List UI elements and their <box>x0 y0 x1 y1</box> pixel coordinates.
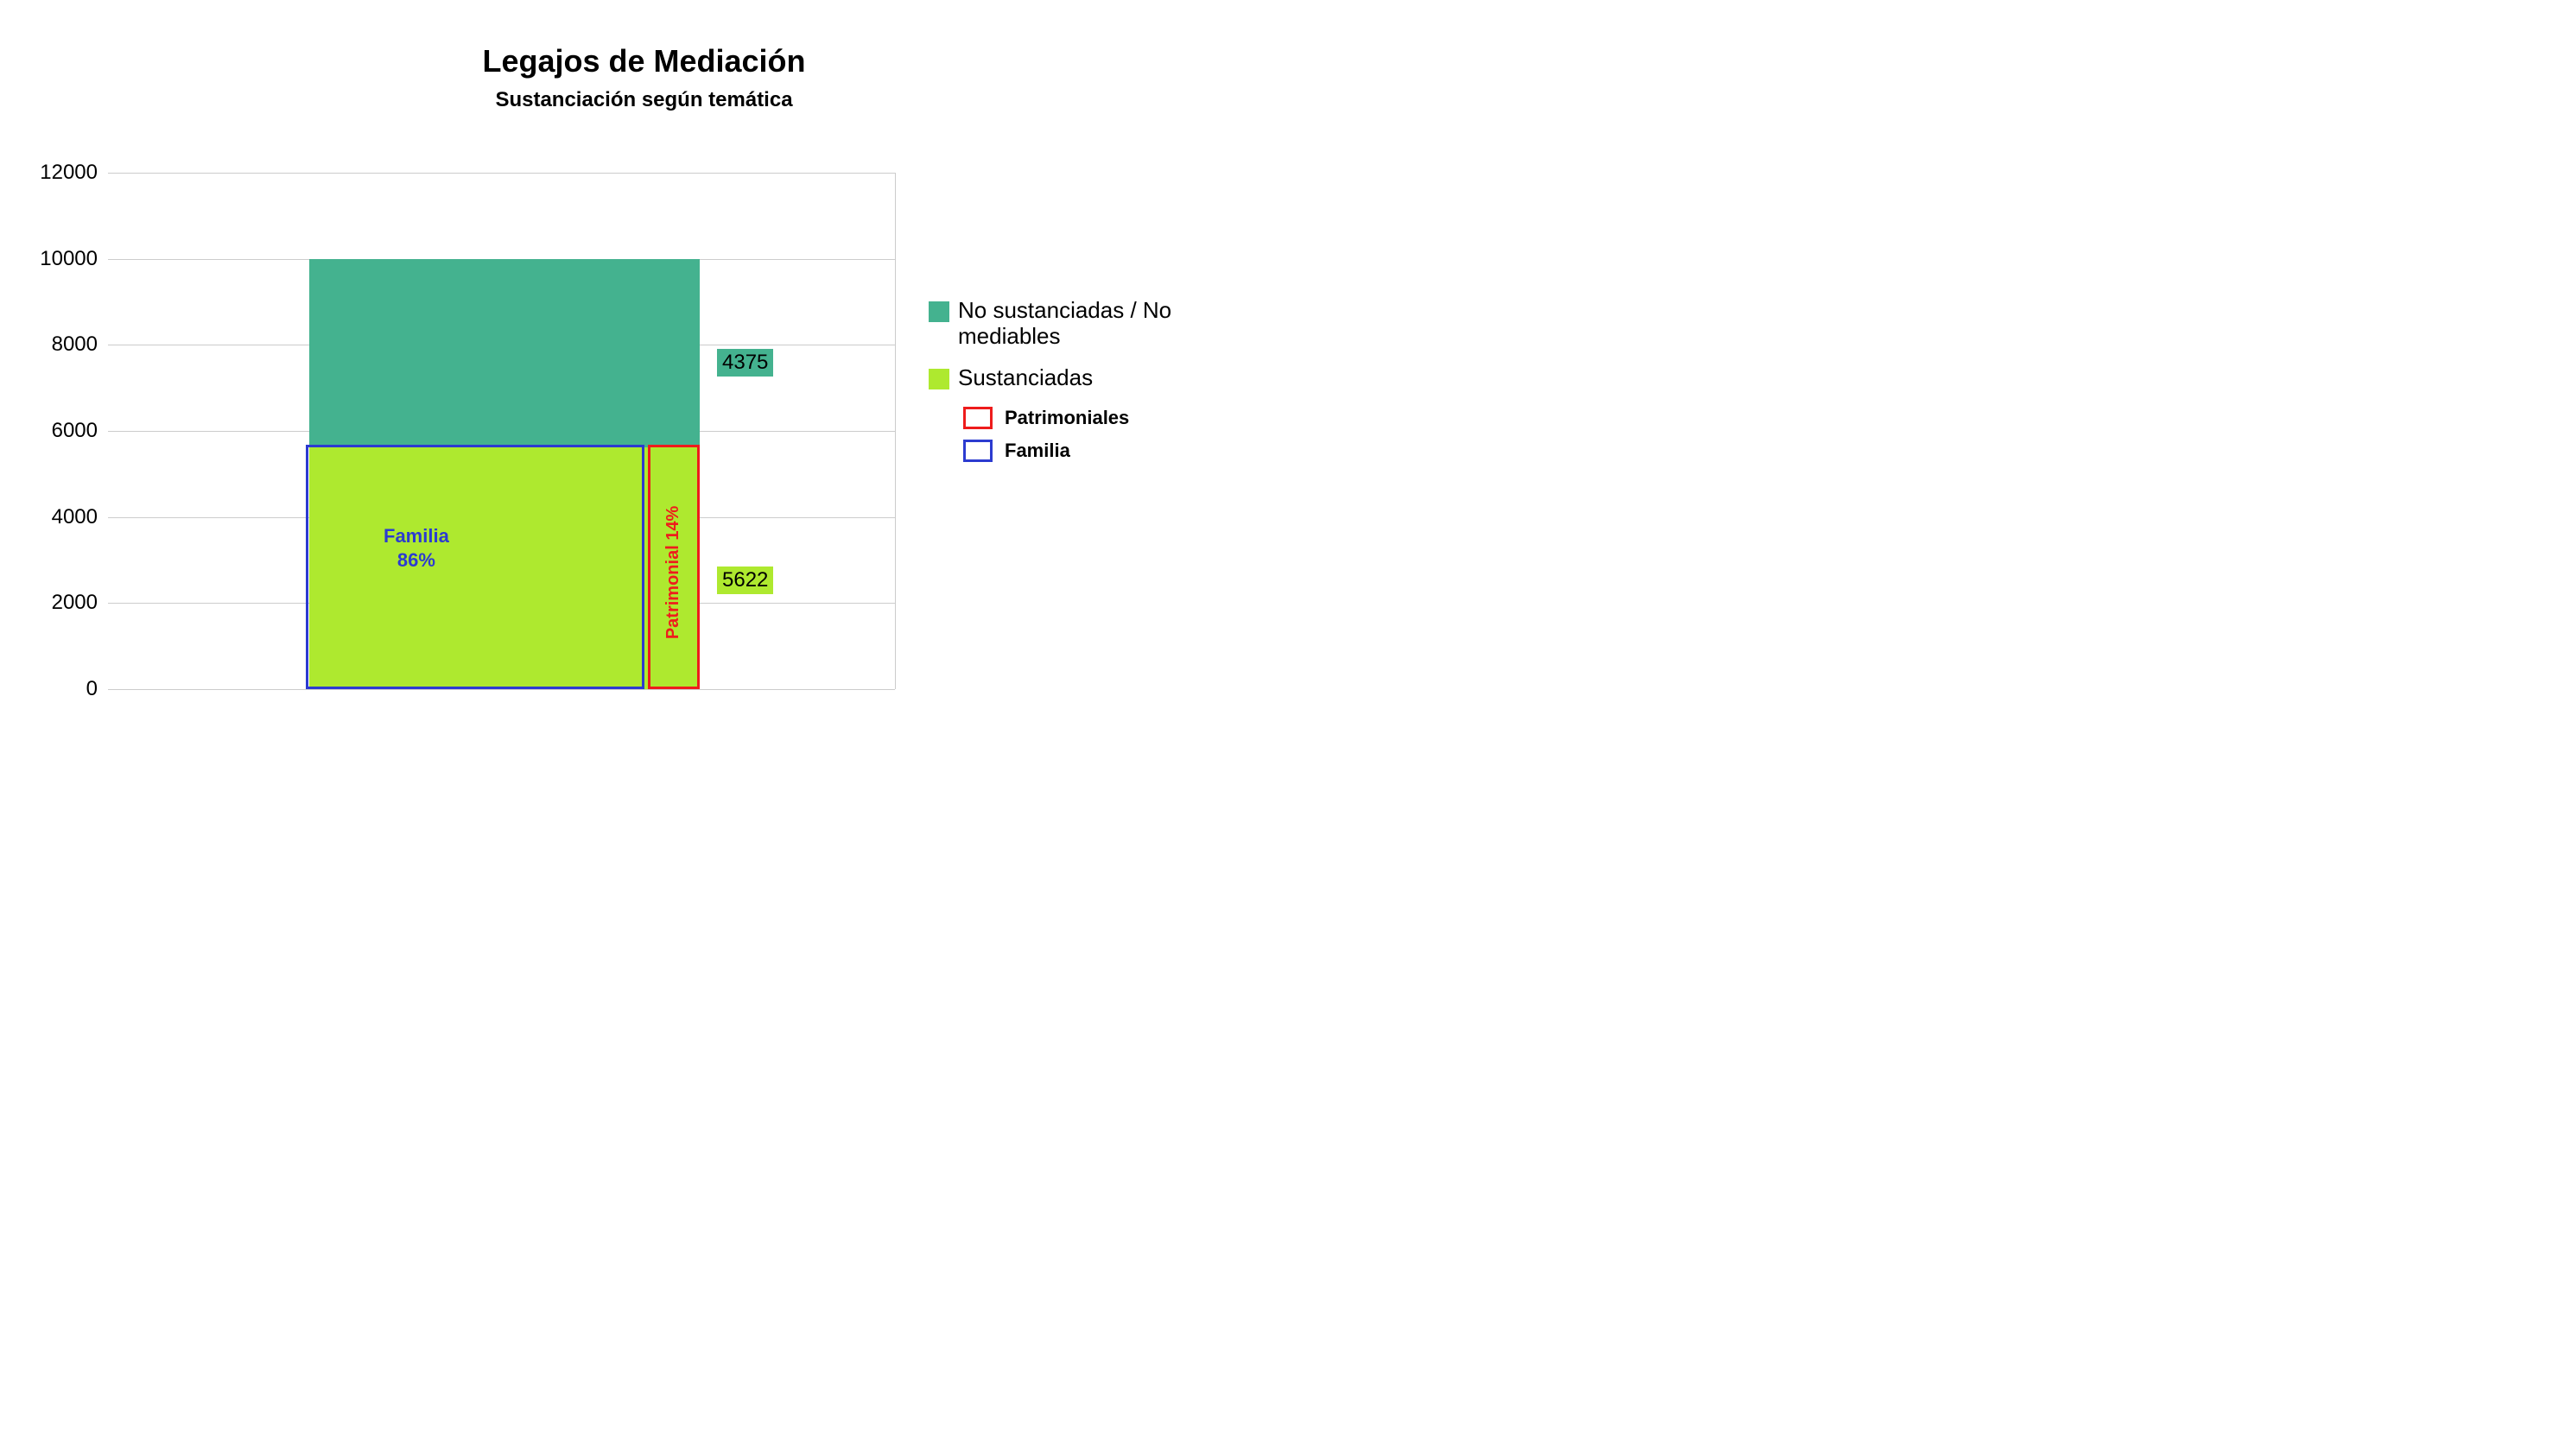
chart-title: Legajos de Mediación <box>0 43 1288 79</box>
legend: No sustanciadas / No mediables Sustanciad… <box>929 298 1200 472</box>
gridline <box>108 173 895 174</box>
legend-sub-swatch <box>963 440 993 462</box>
overlay-familia-label: Familia86% <box>384 524 449 572</box>
chart-subtitle: Sustanciación según temática <box>0 88 1288 112</box>
chart-container: Legajos de Mediación Sustanciación según… <box>0 0 1288 728</box>
ytick-label: 10000 <box>40 247 98 271</box>
ytick-label: 4000 <box>52 505 98 529</box>
legend-swatch <box>929 369 949 389</box>
legend-label: No sustanciadas / No mediables <box>958 298 1200 350</box>
legend-sub-swatch <box>963 407 993 429</box>
legend-swatch <box>929 301 949 322</box>
legend-label: Sustanciadas <box>958 365 1093 391</box>
legend-item: Sustanciadas <box>929 365 1200 391</box>
ytick-label: 8000 <box>52 332 98 357</box>
overlay-familia <box>306 445 644 689</box>
legend-item: No sustanciadas / No mediables <box>929 298 1200 350</box>
overlay-familia-line1: Familia <box>384 525 449 547</box>
legend-sub-item: Familia <box>963 440 1200 462</box>
bar-segment-no-sustanciadas <box>309 259 700 447</box>
plot-area: 020004000600080001000012000Familia86%Pat… <box>108 173 896 689</box>
ytick-label: 6000 <box>52 419 98 443</box>
overlay-familia-line2: 86% <box>397 549 435 571</box>
value-badge-sustanciadas: 5622 <box>717 567 773 594</box>
legend-sub-label: Familia <box>1005 440 1070 462</box>
value-badge-no-sustanciadas: 4375 <box>717 349 773 377</box>
gridline <box>108 689 895 690</box>
legend-sub-item: Patrimoniales <box>963 407 1200 429</box>
legend-sub-label: Patrimoniales <box>1005 407 1129 429</box>
ytick-label: 2000 <box>52 591 98 615</box>
ytick-label: 0 <box>86 677 98 701</box>
overlay-patrimonial-label: Patrimonial 14% <box>663 473 683 672</box>
ytick-label: 12000 <box>40 161 98 185</box>
